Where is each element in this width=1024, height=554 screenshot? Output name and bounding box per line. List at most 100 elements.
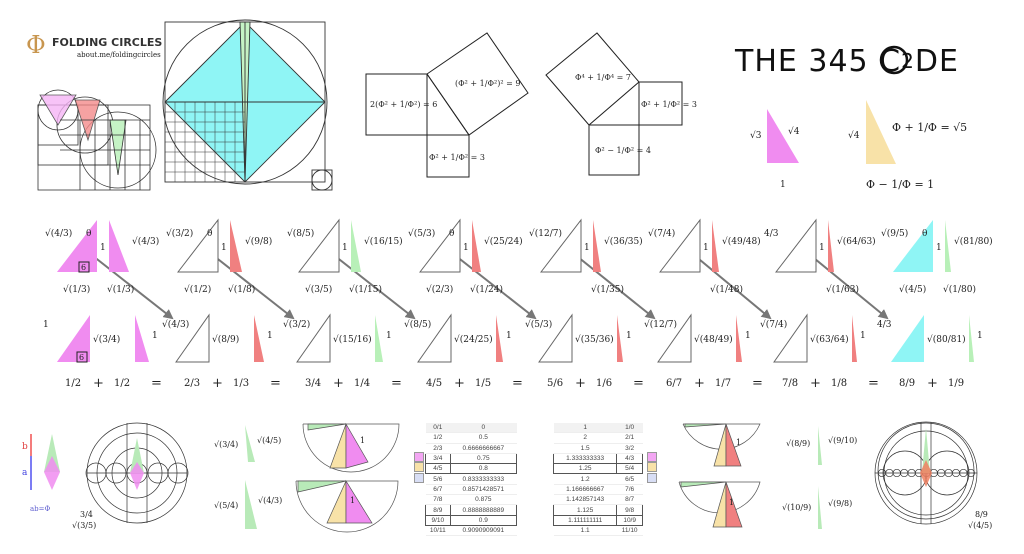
row1-leg-label: 1 xyxy=(819,243,825,253)
table-row: 1 1/0 xyxy=(553,423,643,434)
table-cell: 11/10 xyxy=(616,525,643,537)
color-swatch xyxy=(647,452,657,462)
circle-right-bottom-label: √(4/5) xyxy=(968,521,992,530)
eq-right-fraction: 1/4 xyxy=(354,378,370,389)
row2-main-triangle xyxy=(175,313,210,363)
table-cell: 3/2 xyxy=(616,443,643,454)
color-swatch xyxy=(414,462,424,473)
table-row: 2/3 0.6666666667 xyxy=(425,443,517,454)
table-cell: 7/8 xyxy=(425,494,451,506)
hyp-square-label: (Φ² + 1/Φ²)² = 9 xyxy=(455,79,520,88)
row2-leg-label: √(80/81) xyxy=(927,334,966,345)
equals-sign: = xyxy=(512,376,523,391)
row1-leg-label: 1 xyxy=(584,243,590,253)
table-cell: 0.8 xyxy=(449,463,518,475)
row1-triangle-pair: √(12/7) 1 √(36/35) √(1/35) xyxy=(529,218,643,295)
row1-thin-hyp-label: √(25/24) xyxy=(484,236,523,247)
row2-thin-triangle xyxy=(852,315,857,362)
equals-sign: = xyxy=(633,376,644,391)
row2-main-triangle xyxy=(773,313,808,363)
row2-triangle-pair: √(8/5) √(24/25) 1 4/5 +1/5 = xyxy=(404,313,523,391)
big-circle-square-drawing xyxy=(162,19,333,191)
fractal-squares-drawing xyxy=(37,89,157,191)
table-cell: 8/7 xyxy=(616,494,643,506)
circle-left-top-label: 3/4 xyxy=(80,510,93,519)
row1-thin-triangle xyxy=(712,220,719,272)
eq-left-fraction: 2/3 xyxy=(184,378,200,389)
reciprocal-table: 1 1/0 2 2/1 1.5 3/2 1.333333333 4/3 1.25 5/4 1.2 6/… xyxy=(552,423,643,537)
row1-thin-triangle xyxy=(351,220,361,272)
row1-hyp-label: √(5/3) xyxy=(408,228,435,239)
table-cell: 1.111111111 xyxy=(552,514,618,526)
table-cell: 1.166666667 xyxy=(553,484,617,496)
table-row: 7/8 0.875 xyxy=(425,494,517,506)
table-cell: 0.875 xyxy=(450,494,517,506)
yellow-left-label: √4 xyxy=(848,130,860,141)
row1-base-label: √(4/5) xyxy=(899,284,926,295)
row2-thin-triangle xyxy=(617,315,623,362)
fan-label-1: 1 xyxy=(360,436,365,445)
bottom-square-label: Φ² + 1/Φ² = 3 xyxy=(429,153,485,162)
table-row: 1.166666667 7/6 xyxy=(553,484,643,496)
row2-thin-label: 1 xyxy=(745,331,751,341)
row1-main-triangle xyxy=(658,218,701,273)
table-row: 8/9 0.8888888889 xyxy=(425,504,518,516)
magenta-triangle xyxy=(767,109,799,163)
row2-hyp-label: √(7/4) xyxy=(760,319,787,330)
row2-thin-triangle xyxy=(496,315,503,362)
box-6 xyxy=(76,351,88,363)
row1-thin-triangle xyxy=(593,220,601,272)
thin-b-left-label: √(5/4) xyxy=(214,501,238,510)
page-title: THE 345 C2DE xyxy=(734,44,958,79)
row2-thin-label: 1 xyxy=(386,331,392,341)
row2-thin-label: 1 xyxy=(267,331,273,341)
row1-thin-triangle xyxy=(945,220,951,272)
row2-hyp-label: √(8/5) xyxy=(404,319,431,330)
row1-triangle-pair: √(7/4) 1 √(49/48) √(1/48) xyxy=(648,218,761,295)
row2-thin-triangle xyxy=(254,315,264,362)
table-cell: 0.5 xyxy=(450,432,517,444)
thin-b-right-label: √(4/3) xyxy=(258,496,282,505)
eq-right-fraction: 1/6 xyxy=(596,378,612,389)
plus-sign: + xyxy=(333,376,344,391)
fraction-decimal-table: 0/1 0 1/2 0.5 2/3 0.6666666667 3/4 0.75 4/5 0.8 5/… xyxy=(425,423,518,537)
row1-main-triangle xyxy=(418,218,461,273)
row1-thin-triangle xyxy=(828,220,834,272)
row1-main-triangle xyxy=(539,218,582,273)
row1-main-triangle xyxy=(176,218,219,273)
row1-triangle-pair: √(3/2) θ1 √(1/2) √(9/8) √(1/8) xyxy=(166,218,272,295)
equals-sign: = xyxy=(391,376,402,391)
table-row: 1.125 9/8 xyxy=(552,504,643,516)
row1-base-label: √(1/2) xyxy=(184,284,211,295)
table-cell: 0 xyxy=(450,423,517,434)
table-row: 1.333333333 4/3 xyxy=(552,452,643,465)
table-cell: 2/3 xyxy=(425,443,451,454)
table-cell: 0/1 xyxy=(425,423,451,434)
eq-left-fraction: 5/6 xyxy=(547,378,563,389)
row1-thin-triangle xyxy=(109,220,129,272)
row2-triangle-pair: 4/3 √(80/81) 1 8/9 +1/9 xyxy=(877,315,983,391)
row2-main-triangle xyxy=(417,313,452,363)
row1-hyp-label: 4/3 xyxy=(764,229,779,239)
table-row: 9/10 0.9 xyxy=(425,514,518,526)
table-row: 6/7 0.8571428571 xyxy=(425,484,517,496)
plus-sign: + xyxy=(694,376,705,391)
table-cell: 1.5 xyxy=(553,443,617,454)
row2-leg-label: √(15/16) xyxy=(333,334,372,345)
row2-thin-triangle xyxy=(375,315,383,362)
row1-hyp-label: √(7/4) xyxy=(648,228,675,239)
row2-thin-label: 1 xyxy=(860,331,866,341)
eq-right-fraction: 1/5 xyxy=(475,378,491,389)
color-swatch xyxy=(414,452,424,462)
fan-label-3: 1 xyxy=(736,438,741,447)
magenta-base-label: 1 xyxy=(780,180,786,190)
fan-label-4: 1 xyxy=(729,498,734,507)
table-row: 1.142857143 8/7 xyxy=(553,494,643,506)
table-cell: 6/5 xyxy=(616,473,643,485)
color-swatch xyxy=(647,472,657,483)
thin-triangles-left xyxy=(245,425,257,529)
hyp-square-label-right: Φ⁴ + 1/Φ⁴ = 7 xyxy=(575,73,631,82)
eq-left-fraction: 1/2 xyxy=(65,378,81,389)
row1-thin-hyp-label: √(64/63) xyxy=(837,236,876,247)
